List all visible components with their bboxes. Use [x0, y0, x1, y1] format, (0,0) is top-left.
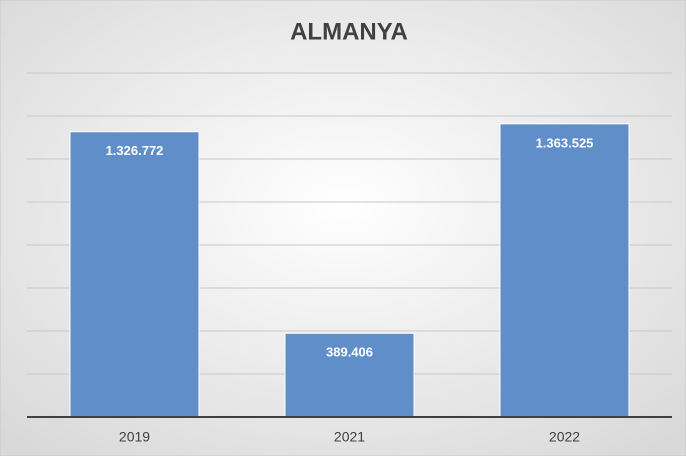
bar [69, 131, 200, 418]
chart-title: ALMANYA [290, 18, 408, 45]
x-tick-label: 2021 [334, 429, 365, 445]
bar [284, 332, 415, 418]
bar [499, 123, 630, 418]
data-label: 1.326.772 [106, 143, 164, 158]
x-tick-label: 2022 [549, 429, 580, 445]
x-tick-label: 2019 [119, 429, 150, 445]
data-label: 1.363.525 [536, 135, 594, 150]
data-label: 389.406 [326, 345, 373, 360]
